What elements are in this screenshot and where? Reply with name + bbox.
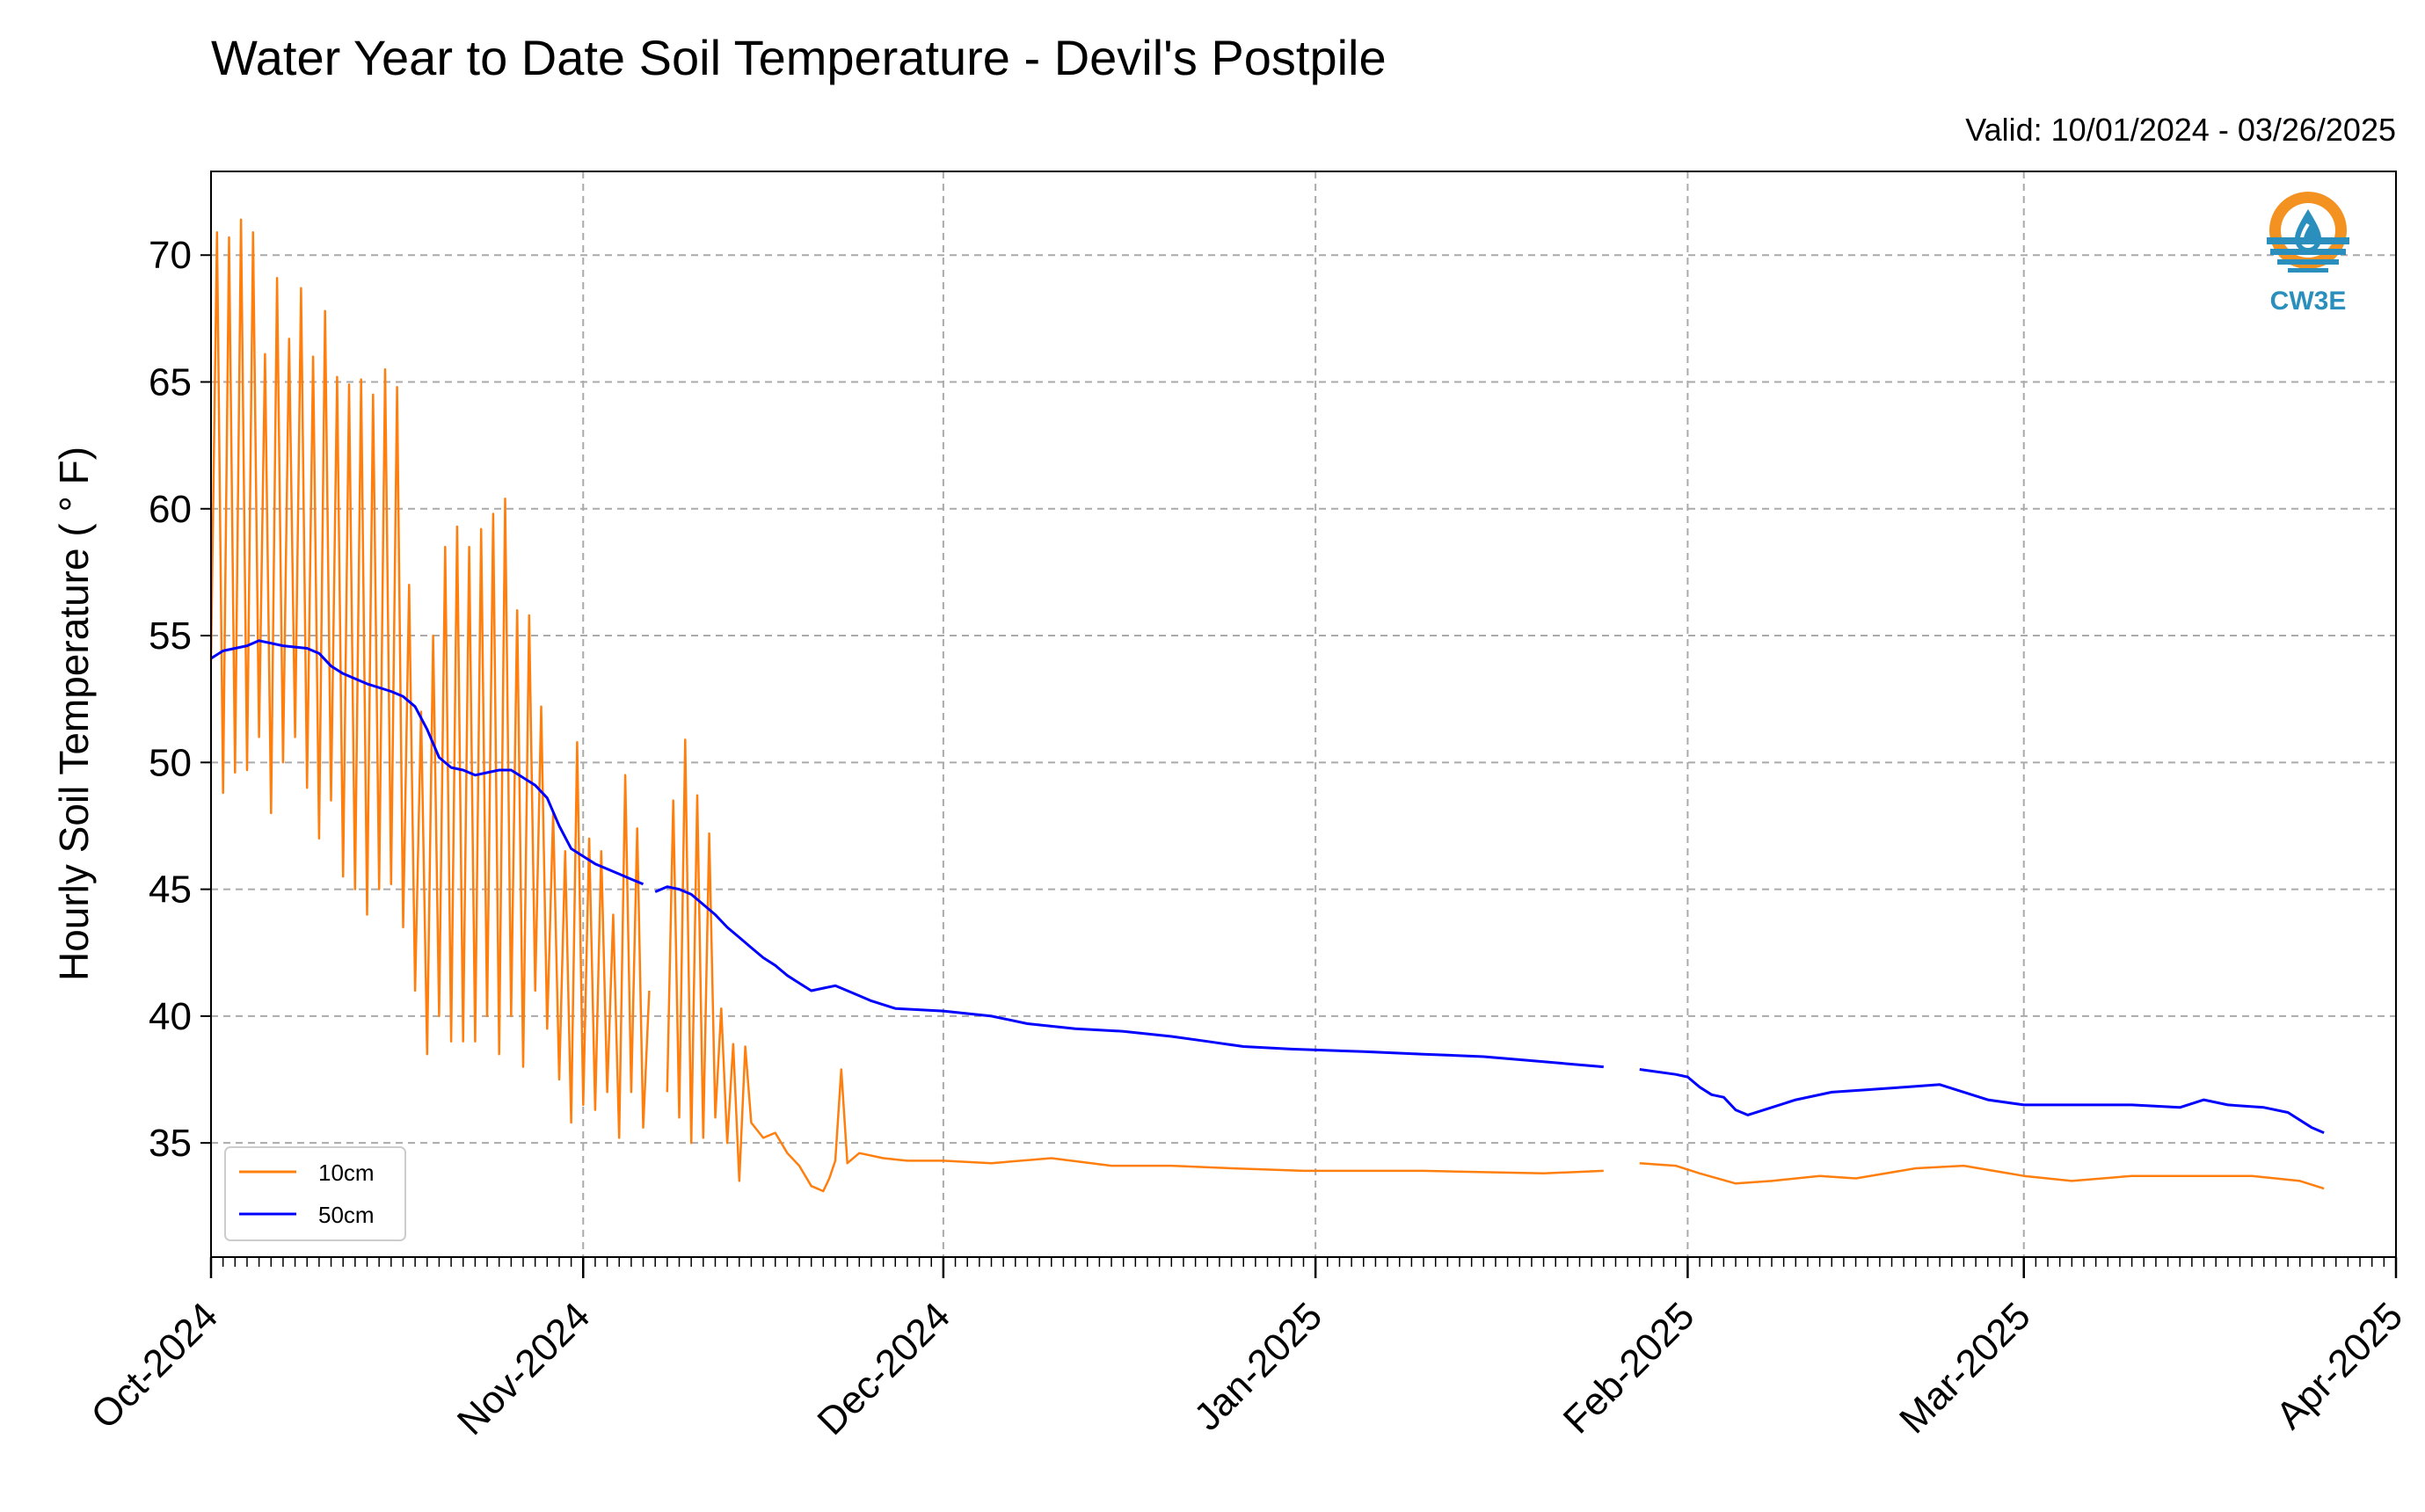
- cw3e-logo: CW3E: [2267, 192, 2349, 316]
- y-axis-label: Hourly Soil Temperature ( ° F): [51, 447, 97, 981]
- chart-title: Water Year to Date Soil Temperature - De…: [211, 30, 1387, 85]
- legend-label-50cm: 50cm: [318, 1202, 375, 1228]
- y-tick-label: 55: [149, 614, 192, 658]
- legend-box: [224, 1146, 406, 1241]
- y-tick-label: 40: [149, 995, 192, 1038]
- series-line-10cm: [209, 218, 651, 1139]
- y-tick-label: 70: [149, 234, 192, 277]
- y-tick-label: 50: [149, 741, 192, 784]
- series-line-50cm: [210, 639, 644, 886]
- logo-wordmark: CW3E: [2270, 287, 2347, 316]
- y-tick-label: 65: [149, 360, 192, 403]
- plot-frame: [210, 171, 2397, 1258]
- series-line-50cm: [1639, 1068, 2325, 1134]
- valid-date-range: Valid: 10/01/2024 - 03/26/2025: [1965, 112, 2396, 148]
- y-tick-label: 35: [149, 1122, 192, 1165]
- water-drop-icon: [2267, 192, 2349, 273]
- y-tick-label: 60: [149, 488, 192, 531]
- series-line-10cm: [1639, 1161, 2325, 1190]
- series-line-10cm: [666, 738, 1604, 1193]
- legend: 10cm 50cm: [224, 1146, 406, 1241]
- y-tick-label: 45: [149, 869, 192, 912]
- legend-label-10cm: 10cm: [318, 1159, 375, 1186]
- series-line-50cm: [654, 885, 1604, 1069]
- series-layer: [209, 218, 2325, 1193]
